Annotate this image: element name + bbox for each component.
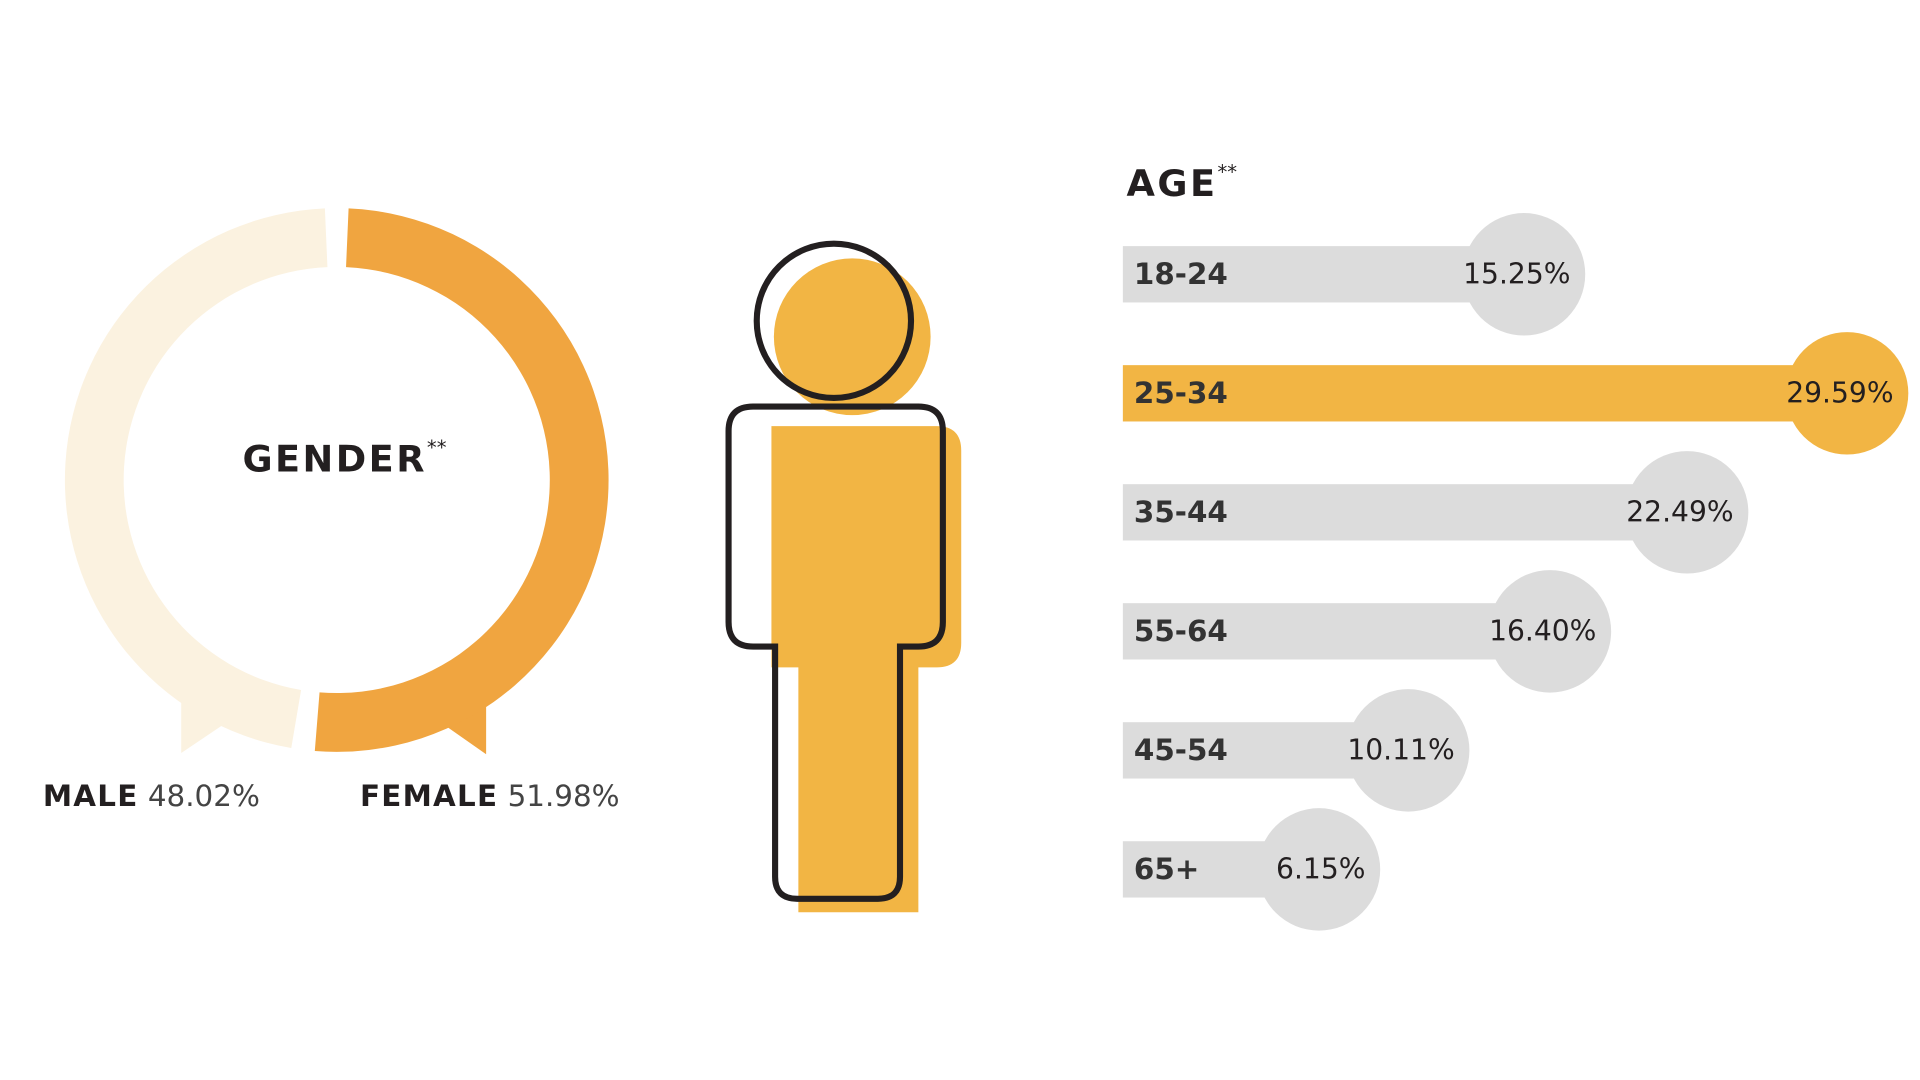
bar-cap xyxy=(1257,808,1381,931)
category-label: 25-34 xyxy=(1134,376,1228,410)
value-label: 22.49% xyxy=(1626,496,1733,529)
category-label: 18-24 xyxy=(1134,257,1228,291)
bar-cap xyxy=(1488,570,1612,693)
title-note: ** xyxy=(1218,160,1238,183)
legend-space xyxy=(139,779,148,813)
donut-segment xyxy=(314,208,609,752)
value-label: 29.59% xyxy=(1786,377,1893,410)
title-text: GENDER xyxy=(242,437,426,480)
age-title: AGE** xyxy=(1127,160,1238,204)
value-label: 6.15% xyxy=(1276,853,1365,886)
bar xyxy=(1122,246,1524,303)
bar-cap xyxy=(1346,689,1470,812)
legend-entry: MALE 48.02% xyxy=(43,779,260,813)
title-text: AGE xyxy=(1127,161,1218,204)
category-label: 45-54 xyxy=(1134,733,1228,767)
bar xyxy=(1122,365,1848,422)
category-label: 55-64 xyxy=(1134,614,1228,648)
bar-cap xyxy=(1462,213,1586,336)
legend-label: FEMALE xyxy=(360,779,498,813)
gender-title: GENDER** xyxy=(242,436,446,480)
bar xyxy=(1122,484,1688,541)
bar-cap xyxy=(1785,332,1909,455)
legend-value: 48.02% xyxy=(148,779,260,813)
title-note: ** xyxy=(427,436,447,459)
legend-space xyxy=(498,779,507,813)
category-label: 35-44 xyxy=(1134,495,1228,529)
value-label: 16.40% xyxy=(1489,615,1596,648)
category-label: 65+ xyxy=(1134,852,1200,886)
value-label: 15.25% xyxy=(1463,258,1570,291)
donut-segment xyxy=(64,208,328,749)
bar xyxy=(1122,603,1550,660)
legend-value: 51.98% xyxy=(508,779,620,813)
person-icon xyxy=(725,240,962,913)
value-label: 10.11% xyxy=(1347,734,1454,767)
bar-cap xyxy=(1625,451,1749,574)
legend-label: MALE xyxy=(43,779,139,813)
legend-entry: FEMALE 51.98% xyxy=(360,779,620,813)
